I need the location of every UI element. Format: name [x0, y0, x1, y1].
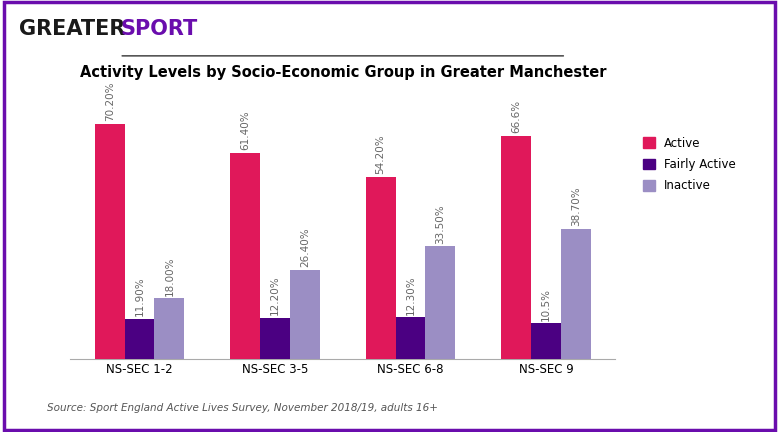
Bar	[425, 246, 455, 359]
Bar	[366, 177, 396, 359]
Text: 26.40%: 26.40%	[300, 228, 310, 267]
Title: Activity Levels by Socio-Economic Group in Greater Manchester: Activity Levels by Socio-Economic Group …	[79, 65, 606, 80]
Text: GREATER: GREATER	[19, 19, 126, 39]
Bar	[501, 136, 531, 359]
Bar	[396, 318, 425, 359]
Text: 70.20%: 70.20%	[105, 81, 115, 121]
Text: 33.50%: 33.50%	[435, 204, 446, 244]
Bar	[95, 124, 125, 359]
Bar	[125, 319, 154, 359]
Text: 12.30%: 12.30%	[406, 275, 415, 314]
Text: 54.20%: 54.20%	[375, 135, 386, 175]
Bar	[290, 270, 319, 359]
Text: 10.5%: 10.5%	[541, 288, 551, 321]
Bar	[260, 318, 290, 359]
Text: Source: Sport England Active Lives Survey, November 2018/19, adults 16+: Source: Sport England Active Lives Surve…	[47, 403, 438, 413]
Text: 66.6%: 66.6%	[511, 100, 521, 133]
Text: 61.40%: 61.40%	[240, 111, 250, 150]
Bar	[231, 153, 260, 359]
Text: 11.90%: 11.90%	[135, 276, 145, 316]
Text: 18.00%: 18.00%	[164, 256, 174, 295]
Bar	[531, 324, 561, 359]
Text: 12.20%: 12.20%	[270, 276, 280, 315]
Text: SPORT: SPORT	[121, 19, 198, 39]
Text: 38.70%: 38.70%	[571, 187, 580, 226]
Legend: Active, Fairly Active, Inactive: Active, Fairly Active, Inactive	[643, 137, 736, 192]
Bar	[561, 229, 590, 359]
Bar	[154, 298, 185, 359]
